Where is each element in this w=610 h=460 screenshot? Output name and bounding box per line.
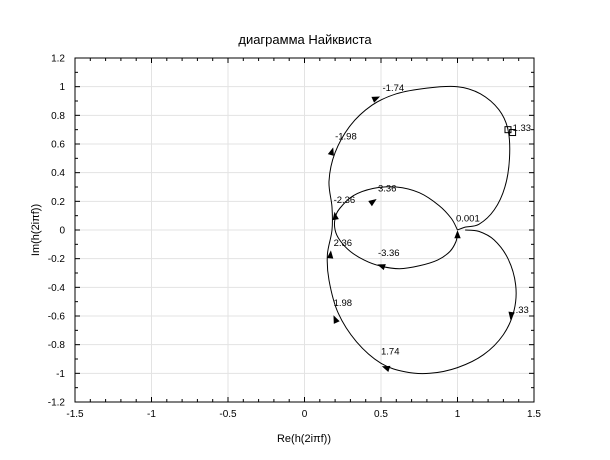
y-tick-label: 0.2 bbox=[51, 197, 65, 208]
axis-ticks: -1.5 -1 -0.5 0 0.5 1 1.5 -1.2 -1 -0.8 -0.6 -0.4 -0.2… bbox=[48, 54, 542, 421]
direction-arrow bbox=[332, 211, 339, 221]
x-tick-label: -1.5 bbox=[66, 409, 84, 420]
curves bbox=[326, 85, 517, 375]
data-label: -2.36 bbox=[334, 195, 356, 206]
direction-arrows bbox=[326, 96, 515, 372]
data-label: 1.98 bbox=[334, 298, 353, 309]
square-marker bbox=[509, 129, 517, 137]
data-label: 2.36 bbox=[334, 238, 353, 249]
y-tick-label: -0.2 bbox=[48, 254, 66, 265]
y-tick-label: 1.2 bbox=[51, 54, 65, 65]
markers bbox=[504, 126, 517, 137]
direction-arrow bbox=[381, 365, 391, 372]
direction-arrow bbox=[454, 230, 461, 239]
y-tick-label: -0.4 bbox=[48, 283, 66, 294]
x-tick-label: 1.5 bbox=[527, 409, 541, 420]
direction-arrow bbox=[333, 315, 340, 324]
direction-arrow bbox=[377, 264, 386, 271]
x-tick-label: -1 bbox=[147, 409, 156, 420]
data-label: 3.36 bbox=[378, 183, 397, 194]
direction-arrow bbox=[371, 96, 381, 103]
y-tick-label: -0.8 bbox=[48, 340, 66, 351]
direction-arrow bbox=[368, 199, 377, 207]
x-tick-label: -0.5 bbox=[219, 409, 237, 420]
x-tick-label: 0 bbox=[302, 409, 308, 420]
annotations: -1.74 -1.98 -2.36 3.36 2.36 -3.36 1.98 1.74 0.00… bbox=[334, 83, 532, 358]
x-tick-label: 0.5 bbox=[374, 409, 388, 420]
y-tick-label: 0.4 bbox=[51, 168, 65, 179]
data-label: .33 bbox=[516, 305, 529, 316]
x-tick-label: 1 bbox=[455, 409, 461, 420]
data-label: 0.001 bbox=[456, 213, 480, 224]
direction-arrow bbox=[508, 311, 515, 320]
y-tick-label: 0 bbox=[59, 226, 65, 237]
data-label: 1.33 bbox=[513, 123, 532, 134]
y-tick-label: -0.6 bbox=[48, 312, 66, 323]
y-tick-label: -1 bbox=[56, 369, 65, 380]
nyquist-curve-2 bbox=[326, 85, 517, 375]
y-tick-label: 0.8 bbox=[51, 111, 65, 122]
x-axis-label: Re(h(2iπf)) bbox=[277, 433, 331, 445]
direction-arrow bbox=[327, 147, 334, 156]
y-tick-label: -1.2 bbox=[48, 398, 66, 409]
data-label: -1.98 bbox=[335, 132, 357, 143]
data-label: 1.74 bbox=[381, 347, 400, 358]
y-tick-label: 0.6 bbox=[51, 140, 65, 151]
data-label: -1.74 bbox=[383, 83, 405, 94]
y-axis-label: Im(h(2iπf)) bbox=[30, 204, 42, 256]
chart-title: диаграмма Найквиста bbox=[238, 32, 372, 47]
y-tick-label: 1 bbox=[59, 82, 65, 93]
data-label: -3.36 bbox=[378, 248, 400, 259]
nyquist-curve-1 bbox=[334, 186, 458, 270]
direction-arrow bbox=[326, 250, 334, 259]
